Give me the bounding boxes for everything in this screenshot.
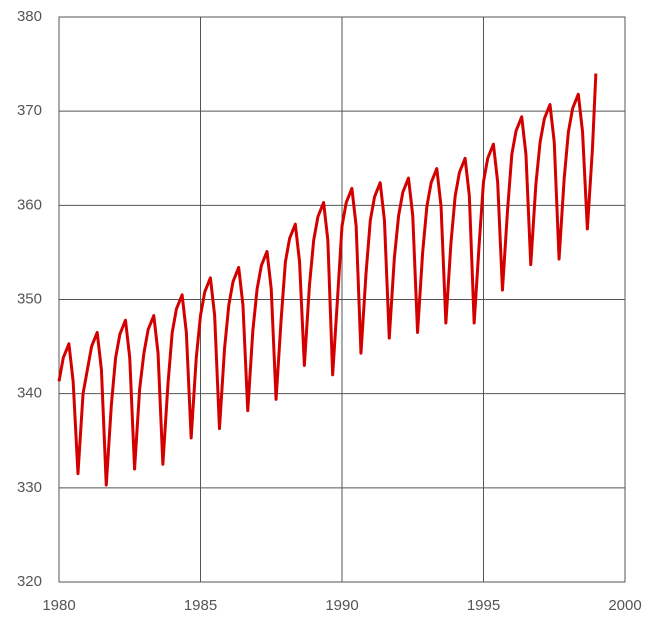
y-tick-label: 340 (17, 385, 42, 402)
x-tick-label: 1980 (42, 597, 75, 614)
x-tick-label: 2000 (608, 597, 641, 614)
x-tick-label: 1985 (184, 597, 217, 614)
x-tick-label: 1990 (325, 597, 358, 614)
y-tick-label: 320 (17, 573, 42, 590)
y-tick-label: 350 (17, 290, 42, 307)
y-tick-label: 380 (17, 8, 42, 25)
y-tick-label: 360 (17, 196, 42, 213)
y-tick-label: 330 (17, 479, 42, 496)
y-tick-label: 370 (17, 102, 42, 119)
data-line (57, 73, 598, 487)
x-tick-label: 1995 (467, 597, 500, 614)
